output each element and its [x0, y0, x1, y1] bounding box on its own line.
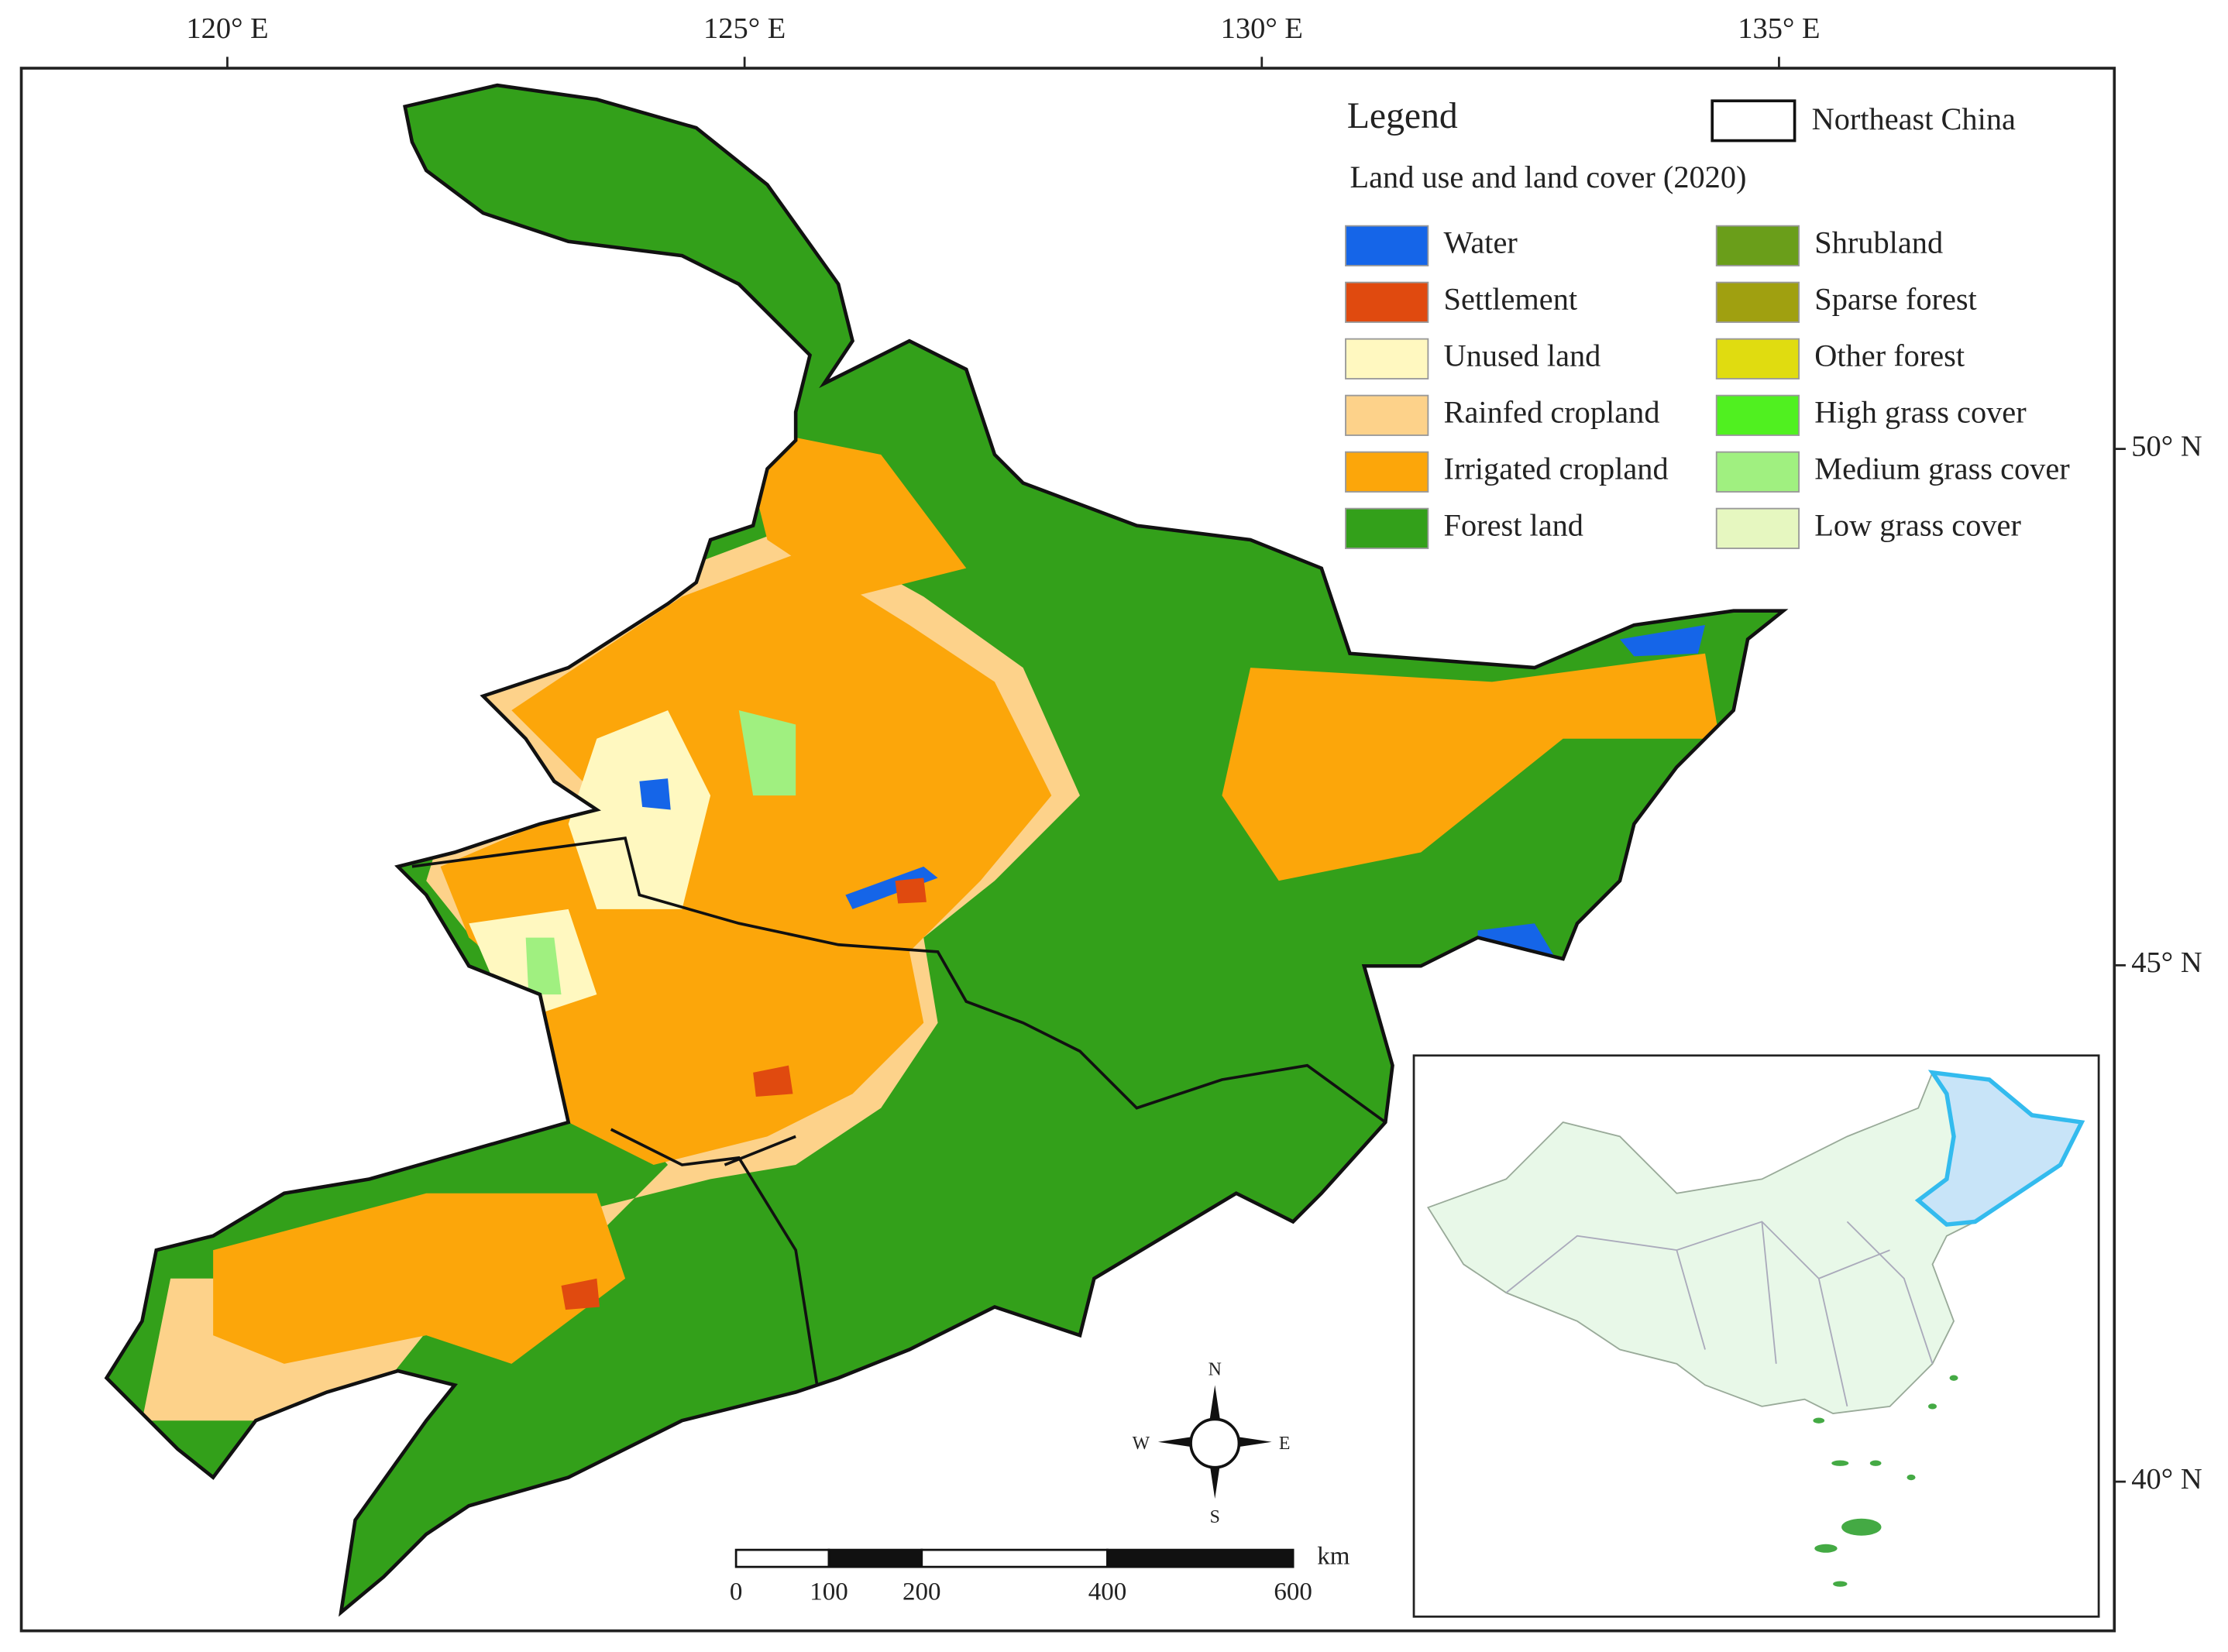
- legend-label: Unused land: [1444, 338, 1601, 373]
- compass-e: E: [1279, 1434, 1291, 1454]
- lon-tick-label: 125° E: [703, 12, 786, 45]
- northeast-china: [104, 83, 1789, 1617]
- legend-title: Legend: [1347, 96, 1458, 136]
- legend-swatch: [1345, 281, 1429, 323]
- legend-swatch: [1345, 451, 1429, 493]
- legend-swatch: [1715, 225, 1800, 266]
- scale-label: 0: [730, 1578, 743, 1606]
- legend-swatch: [1345, 394, 1429, 436]
- legend-swatch: [1715, 281, 1800, 323]
- inset-northeast: [1914, 1070, 2085, 1227]
- legend-swatch: [1345, 225, 1429, 266]
- scale-segment: [1106, 1548, 1295, 1568]
- legend-swatch: [1715, 394, 1800, 436]
- outline: [104, 83, 1789, 1617]
- legend-label: Forest land: [1444, 508, 1583, 543]
- legend-swatch: [1715, 507, 1800, 549]
- legend-swatch: [1715, 451, 1800, 493]
- map-layer: N S E W Legend Northeast China Land use …: [19, 12, 2202, 1633]
- legend-label: Water: [1444, 225, 1518, 260]
- legend-label: Medium grass cover: [1814, 452, 2070, 486]
- scale-segment: [920, 1548, 1109, 1568]
- lat-tick-label: 40° N: [2131, 1463, 2202, 1496]
- legend-label: Irrigated cropland: [1444, 452, 1669, 486]
- compass-n: N: [1209, 1359, 1222, 1379]
- legend-label: Shrubland: [1814, 225, 1943, 260]
- scale-label: 100: [810, 1578, 848, 1606]
- legend-label: Rainfed cropland: [1444, 395, 1660, 430]
- inset-provinces: [1505, 1221, 1934, 1407]
- land-cover: [142, 426, 1720, 1421]
- lon-tick-label: 120° E: [186, 12, 268, 45]
- compass-w: W: [1133, 1434, 1150, 1454]
- legend-label: Low grass cover: [1814, 508, 2021, 543]
- water-bodies: [639, 625, 1706, 960]
- compass-s: S: [1210, 1507, 1220, 1527]
- inset-islands: [1813, 1375, 1958, 1587]
- legend-swatch: [1715, 338, 1800, 380]
- boundary-label: Northeast China: [1812, 101, 2016, 136]
- legend-swatch: [1345, 507, 1429, 549]
- legend-label: Settlement: [1444, 282, 1578, 317]
- medium-grass-area: [525, 710, 796, 994]
- lon-tick-label: 135° E: [1738, 12, 1820, 45]
- scale-label: 200: [903, 1578, 941, 1606]
- legend-subtitle: Land use and land cover (2020): [1350, 160, 1746, 194]
- legend-swatch: [1345, 338, 1429, 380]
- province-borders: [411, 836, 1387, 1386]
- lat-tick-label: 50° N: [2131, 430, 2202, 462]
- boundary-swatch: [1711, 99, 1796, 143]
- scale-label: 400: [1088, 1578, 1127, 1606]
- scale-segment: [827, 1548, 923, 1568]
- compass: [1157, 1385, 1272, 1499]
- scale-label: 600: [1274, 1578, 1312, 1606]
- lon-tick-label: 130° E: [1221, 12, 1303, 45]
- scale-unit: km: [1317, 1543, 1350, 1571]
- legend-label: Sparse forest: [1814, 282, 1977, 317]
- legend-label: High grass cover: [1814, 395, 2027, 430]
- legend-label: Other forest: [1814, 338, 1965, 373]
- lat-tick-label: 45° N: [2131, 946, 2202, 979]
- scale-segment: [734, 1548, 830, 1568]
- china-outline: [1426, 1071, 2083, 1414]
